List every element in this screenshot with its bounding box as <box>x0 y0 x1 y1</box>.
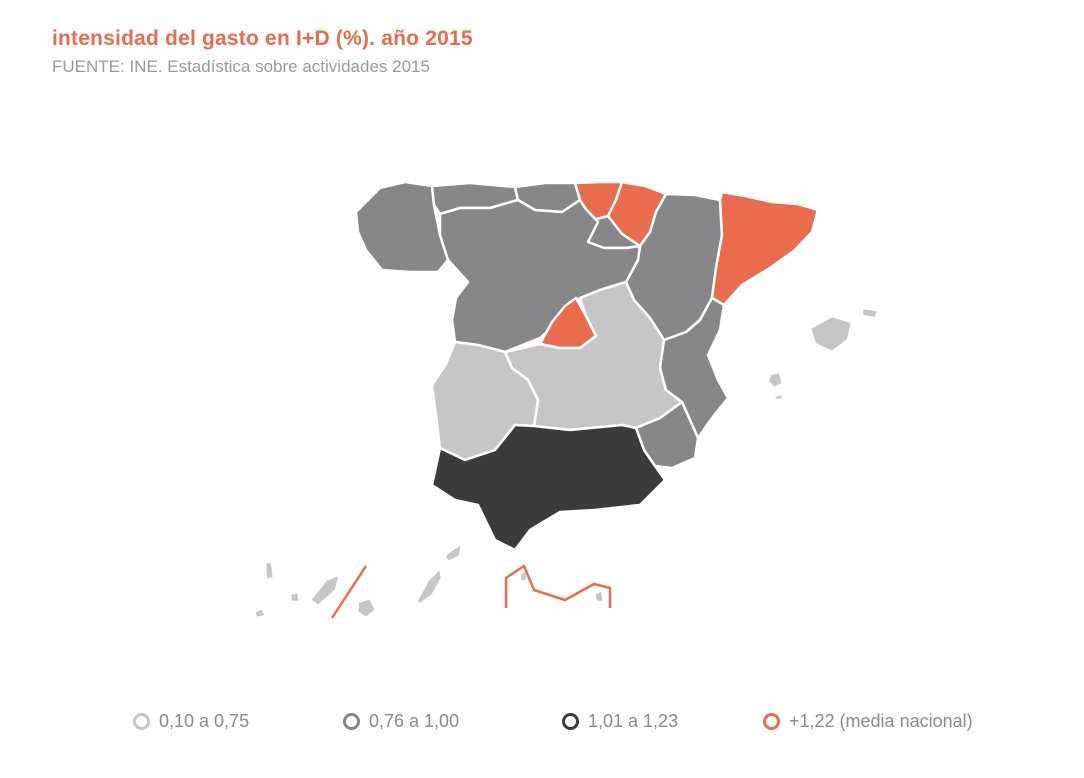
ceuta-melilla-inset-frame <box>504 564 612 608</box>
region-canarias-la-gomera[interactable] <box>288 590 302 604</box>
region-valenciana[interactable] <box>658 296 730 440</box>
region-melilla[interactable] <box>592 588 606 604</box>
region-canarias-la-palma[interactable] <box>263 560 276 582</box>
region-canarias-fuerteventura[interactable] <box>414 566 444 606</box>
region-canarias-tenerife[interactable] <box>308 572 342 608</box>
region-canarias-lanzarote[interactable] <box>442 542 464 564</box>
region-canarias-el-hierro[interactable] <box>252 606 268 620</box>
region-baleares-menorca[interactable] <box>860 306 880 320</box>
legend-label: 0,10 a 0,75 <box>159 711 250 731</box>
region-cataluna[interactable] <box>710 190 820 307</box>
canarias-inset-divider <box>330 565 368 619</box>
legend-swatch-mid <box>343 713 360 730</box>
legend-item-mid: 0,76 a 1,00 <box>343 711 459 732</box>
legend-swatch-dark <box>562 713 579 730</box>
region-baleares-ibiza[interactable] <box>766 370 785 390</box>
legend-swatch-accent <box>763 713 780 730</box>
region-andalucia[interactable] <box>430 423 667 552</box>
legend-item-light: 0,10 a 0,75 <box>133 711 249 732</box>
legend-swatch-light <box>133 713 150 730</box>
map-source: FUENTE: INE. Estadística sobre actividad… <box>52 57 430 76</box>
region-canarias-gran-canaria[interactable] <box>355 596 378 620</box>
legend-label: 0,76 a 1,00 <box>369 711 460 731</box>
region-baleares-formentera[interactable] <box>772 392 785 402</box>
legend-item-dark: 1,01 a 1,23 <box>562 711 678 732</box>
map-title: intensidad del gasto en I+D (%). año 201… <box>52 27 473 50</box>
legend: 0,10 a 0,75 0,76 a 1,00 1,01 a 1,23 +1,2… <box>133 711 1033 737</box>
legend-label: +1,22 (media nacional) <box>789 711 973 731</box>
legend-label: 1,01 a 1,23 <box>588 711 679 731</box>
legend-item-accent: +1,22 (media nacional) <box>763 711 973 732</box>
region-castilla-leon[interactable] <box>438 198 642 354</box>
region-baleares-mallorca[interactable] <box>808 314 854 354</box>
